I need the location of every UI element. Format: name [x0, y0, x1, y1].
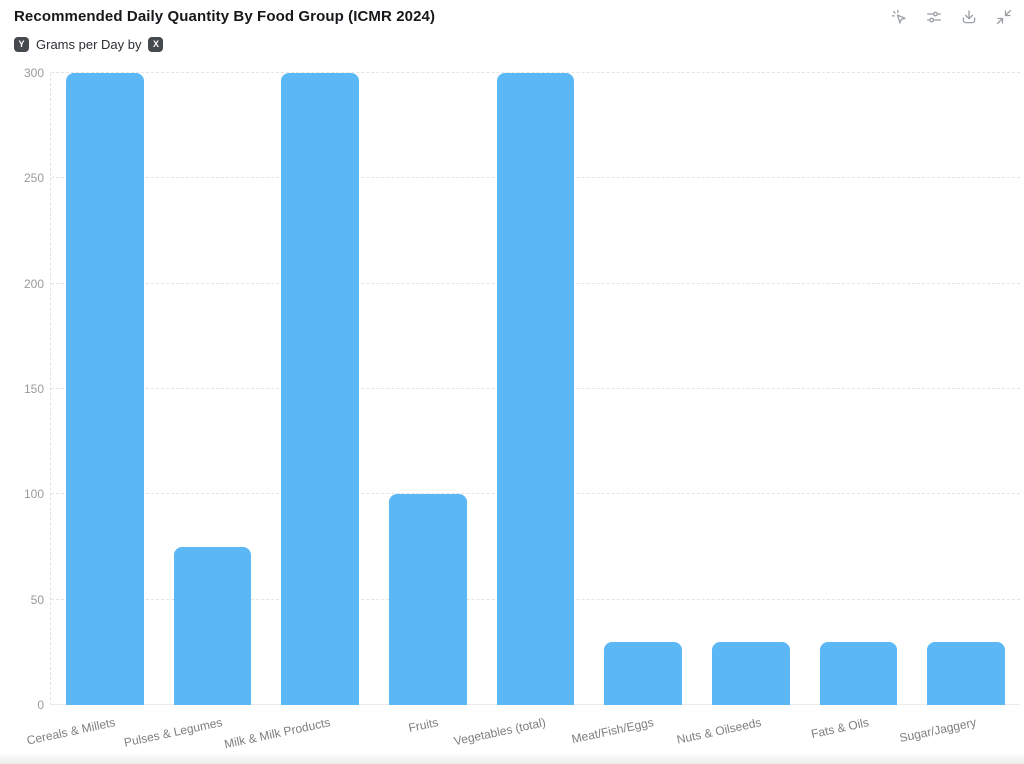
- chart-toolbar: [889, 7, 1014, 27]
- sliders-icon: [925, 8, 943, 26]
- bar-fats-oils[interactable]: [819, 641, 898, 705]
- y-tick-label-0: 0: [37, 698, 44, 712]
- bar-column-fruits: Fruits: [374, 73, 482, 735]
- download-button[interactable]: [959, 7, 979, 27]
- bar-meat-fish-eggs[interactable]: [604, 641, 682, 705]
- x-tick-label-sugar-jaggery: Sugar/Jaggery: [898, 715, 978, 746]
- bar-column-milk-milk-products: Milk & Milk Products: [223, 73, 374, 751]
- bar-column-sugar-jaggery: Sugar/Jaggery: [898, 73, 1020, 745]
- cursor-sparkle-icon: [890, 8, 908, 26]
- bottom-shadow: [0, 753, 1024, 764]
- plot-area: Cereals & Millets Pulses & Legumes Milk & …: [24, 66, 1020, 751]
- y-tick-label-300: 300: [23, 66, 44, 80]
- bar-column-fats-oils: Fats & Oils: [805, 73, 913, 741]
- x-tick-label-fats-oils: Fats & Oils: [809, 715, 871, 742]
- interactive-cursor-button[interactable]: [889, 7, 909, 27]
- bar-column-vegetables-total: Vegetables (total): [453, 73, 590, 748]
- bar-milk-milk-products[interactable]: [281, 73, 359, 705]
- x-tick-label-milk-milk-products: Milk & Milk Products: [223, 715, 332, 752]
- bar-column-nuts-oilseeds: Nuts & Oilseeds: [675, 73, 805, 747]
- y-tick-label-50: 50: [30, 592, 44, 607]
- x-axis-badge: X: [148, 37, 164, 52]
- x-tick-label-cereals-millets: Cereals & Millets: [25, 715, 117, 748]
- chart-settings-button[interactable]: [924, 7, 944, 27]
- bar-sugar-jaggery[interactable]: [927, 641, 1005, 705]
- bar-column-pulses-legumes: Pulses & Legumes: [123, 73, 267, 750]
- x-tick-label-fruits: Fruits: [407, 715, 440, 736]
- collapse-icon: [995, 8, 1013, 26]
- x-tick-label-meat-fish-eggs: Meat/Fish/Eggs: [570, 715, 655, 747]
- bar-pulses-legumes[interactable]: [173, 547, 252, 705]
- y-tick-label-250: 250: [23, 171, 44, 186]
- bar-vegetables-total[interactable]: [496, 73, 575, 705]
- chart-subtitle: Y Grams per Day by X: [14, 37, 164, 52]
- subtitle-text: Grams per Day by: [36, 37, 142, 52]
- bars: Cereals & Millets Pulses & Legumes Milk & …: [25, 73, 1020, 751]
- y-tick-label-100: 100: [23, 487, 44, 502]
- y-tick-label-150: 150: [23, 382, 44, 396]
- page-title: Recommended Daily Quantity By Food Group…: [14, 8, 436, 25]
- bar-column-cereals-millets: Cereals & Millets: [25, 73, 159, 748]
- bar-fruits[interactable]: [389, 494, 467, 705]
- y-axis-badge: Y: [14, 37, 29, 52]
- x-tick-label-pulses-legumes: Pulses & Legumes: [123, 715, 224, 750]
- y-tick-label-200: 200: [23, 276, 44, 291]
- bar-cereals-millets[interactable]: [66, 73, 144, 705]
- bar-column-meat-fish-eggs: Meat/Fish/Eggs: [570, 73, 697, 746]
- gridline-300: [51, 72, 1020, 73]
- download-icon: [960, 8, 978, 26]
- x-tick-label-nuts-oilseeds: Nuts & Oilseeds: [675, 715, 763, 747]
- x-tick-label-vegetables-total: Vegetables (total): [452, 715, 547, 749]
- collapse-button[interactable]: [994, 7, 1014, 27]
- bar-nuts-oilseeds[interactable]: [712, 641, 790, 705]
